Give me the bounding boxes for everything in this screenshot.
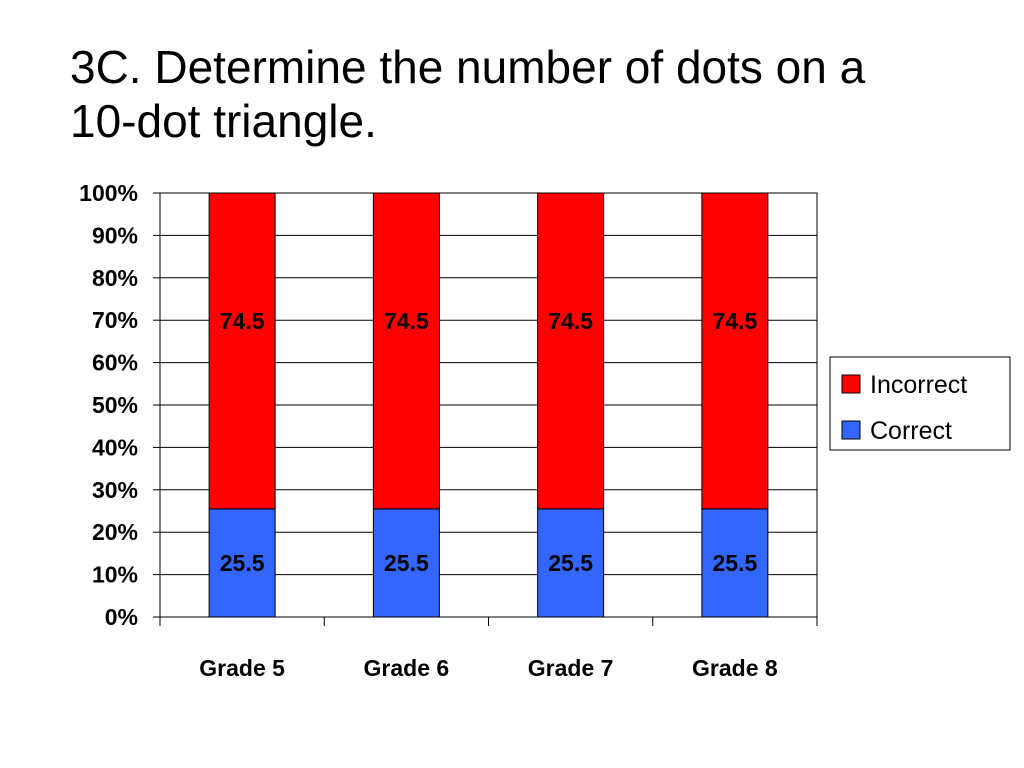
- y-tick-label: 30%: [92, 477, 138, 503]
- x-tick-label: Grade 5: [199, 655, 285, 681]
- legend-label-correct: Correct: [870, 417, 952, 445]
- bar-correct: [208, 508, 276, 618]
- data-label-incorrect: 74.5: [384, 308, 429, 334]
- data-label-correct: 25.5: [712, 550, 757, 576]
- y-tick-label: 80%: [92, 265, 138, 291]
- y-tick-label: 70%: [92, 307, 138, 333]
- x-tick-label: Grade 7: [528, 655, 614, 681]
- y-axis: 0% 10% 20% 30% 40% 50% 60% 70% 80% 90% 100%: [79, 180, 160, 630]
- y-tick-label: 100%: [79, 180, 138, 206]
- legend-label-incorrect: Incorrect: [870, 371, 967, 399]
- y-tick-label: 10%: [92, 562, 138, 588]
- bar-incorrect: [701, 192, 769, 510]
- bar-incorrect: [208, 192, 276, 510]
- legend: Incorrect Correct: [829, 356, 1011, 451]
- y-tick-label: 50%: [92, 392, 138, 418]
- data-label-correct: 25.5: [384, 550, 429, 576]
- y-tick-label: 40%: [92, 434, 138, 460]
- bar-incorrect: [372, 192, 440, 510]
- y-tick-label: 90%: [92, 222, 138, 248]
- slide-title-line-2: 10-dot triangle.: [70, 95, 377, 147]
- y-tick-label: 0%: [105, 604, 138, 630]
- bar-incorrect: [537, 192, 605, 510]
- y-tick-label: 60%: [92, 350, 138, 376]
- x-tick-label: Grade 6: [364, 655, 450, 681]
- data-label-incorrect: 74.5: [220, 308, 265, 334]
- legend-swatch-correct: [841, 420, 861, 440]
- bar-correct: [537, 508, 605, 618]
- y-tick-label: 20%: [92, 519, 138, 545]
- x-axis: Grade 5 Grade 6 Grade 7 Grade 8: [159, 617, 818, 681]
- data-label-correct: 25.5: [548, 550, 593, 576]
- slide-title: 3C. Determine the number of dots on a 10…: [70, 40, 1010, 148]
- bar-correct: [701, 508, 769, 618]
- bars: 25.5 74.5 25.5 74.5 25.5 74.5 25.5 74.5: [208, 192, 769, 618]
- legend-swatch-incorrect: [841, 374, 861, 394]
- data-label-incorrect: 74.5: [712, 308, 757, 334]
- data-label-correct: 25.5: [220, 550, 265, 576]
- slide-title-line-1: 3C. Determine the number of dots on a: [70, 41, 866, 93]
- data-label-incorrect: 74.5: [548, 308, 593, 334]
- x-tick-label: Grade 8: [692, 655, 778, 681]
